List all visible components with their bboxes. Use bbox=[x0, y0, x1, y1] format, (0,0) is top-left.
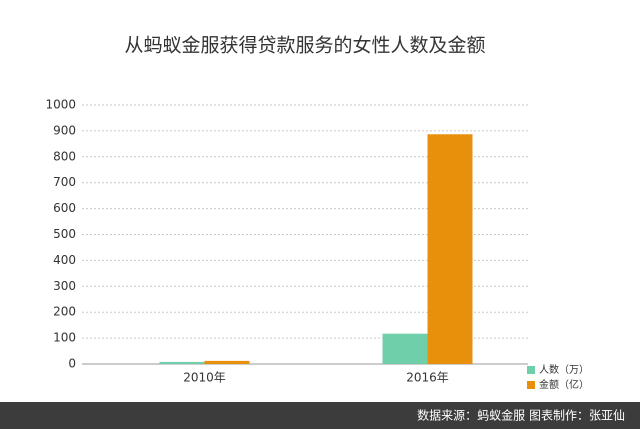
y-tick-label: 600 bbox=[53, 201, 76, 215]
y-tick-label: 100 bbox=[53, 331, 76, 345]
y-tick-label: 0 bbox=[68, 357, 76, 371]
legend-label: 金额（亿） bbox=[539, 378, 589, 391]
y-tick-label: 300 bbox=[53, 279, 76, 293]
y-tick-label: 1000 bbox=[45, 98, 76, 112]
footer-bar bbox=[0, 402, 640, 429]
bar bbox=[427, 134, 473, 364]
bar bbox=[159, 361, 205, 364]
y-tick-label: 800 bbox=[53, 149, 76, 163]
bar bbox=[204, 360, 250, 364]
y-tick-label: 400 bbox=[53, 253, 76, 267]
y-tick-label: 500 bbox=[53, 227, 76, 241]
legend-label: 人数（万） bbox=[539, 363, 589, 376]
y-tick-label: 700 bbox=[53, 175, 76, 189]
bar bbox=[382, 333, 428, 364]
legend-swatch bbox=[527, 366, 535, 374]
y-tick-label: 900 bbox=[53, 123, 76, 137]
x-tick-label: 2016年 bbox=[406, 371, 449, 385]
footer-source: 数据来源：蚂蚁金服 图表制作：张亚仙 bbox=[417, 408, 625, 423]
x-tick-label: 2010年 bbox=[183, 371, 226, 385]
chart-title: 从蚂蚁金服获得贷款服务的女性人数及金额 bbox=[124, 35, 485, 57]
y-tick-label: 200 bbox=[53, 305, 76, 319]
legend-swatch bbox=[527, 381, 535, 389]
